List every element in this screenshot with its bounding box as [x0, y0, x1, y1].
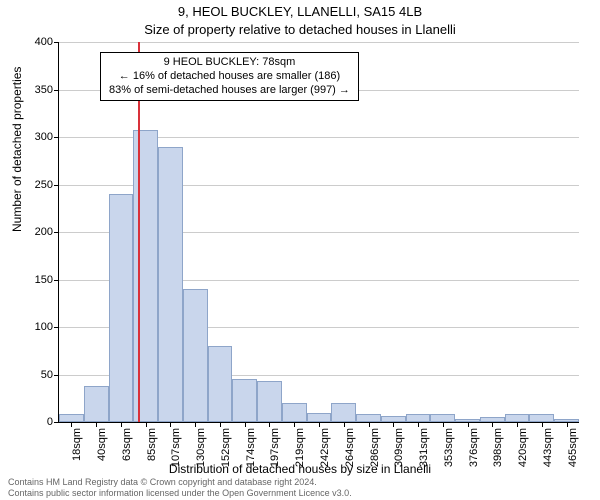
x-tick-mark: [542, 422, 543, 427]
histogram-bar: [430, 414, 455, 422]
y-tick-label: 250: [35, 179, 53, 191]
y-axis-label: Number of detached properties: [10, 67, 24, 232]
histogram-bar: [158, 147, 183, 423]
y-tick-mark: [54, 422, 59, 423]
y-tick-mark: [54, 42, 59, 43]
histogram-bar: [406, 414, 431, 422]
x-tick-mark: [567, 422, 568, 427]
x-tick-label: 18sqm: [71, 428, 83, 461]
histogram-bar: [331, 403, 356, 422]
y-tick-label: 400: [35, 36, 53, 48]
histogram-bar: [109, 194, 134, 422]
footer: Contains HM Land Registry data © Crown c…: [8, 477, 352, 498]
histogram-bar: [282, 403, 307, 422]
x-tick-mark: [319, 422, 320, 427]
annotation-box: 9 HEOL BUCKLEY: 78sqm ← 16% of detached …: [100, 52, 359, 101]
annotation-line-3: 83% of semi-detached houses are larger (…: [109, 84, 350, 98]
y-tick-label: 100: [35, 321, 53, 333]
histogram-bar: [307, 413, 332, 423]
x-axis-label: Distribution of detached houses by size …: [0, 462, 600, 476]
x-tick-mark: [492, 422, 493, 427]
histogram-bar: [183, 289, 208, 422]
histogram-bar: [232, 379, 257, 422]
x-tick-mark: [195, 422, 196, 427]
y-tick-label: 50: [41, 369, 53, 381]
y-tick-mark: [54, 327, 59, 328]
footer-line-2: Contains public sector information licen…: [8, 488, 352, 498]
histogram-bar: [133, 130, 158, 422]
x-tick-mark: [369, 422, 370, 427]
y-tick-label: 350: [35, 84, 53, 96]
y-tick-mark: [54, 137, 59, 138]
y-tick-label: 300: [35, 131, 53, 143]
x-tick-mark: [517, 422, 518, 427]
x-tick-mark: [146, 422, 147, 427]
histogram-bar: [59, 414, 84, 422]
y-tick-mark: [54, 280, 59, 281]
annotation-line-2: ← 16% of detached houses are smaller (18…: [109, 70, 350, 84]
annotation-line-1: 9 HEOL BUCKLEY: 78sqm: [109, 56, 350, 70]
footer-line-1: Contains HM Land Registry data © Crown c…: [8, 477, 352, 487]
x-tick-mark: [294, 422, 295, 427]
histogram-bar: [84, 386, 109, 422]
x-tick-mark: [443, 422, 444, 427]
gridline: [59, 42, 579, 43]
x-tick-mark: [71, 422, 72, 427]
x-tick-mark: [269, 422, 270, 427]
y-tick-mark: [54, 375, 59, 376]
histogram-bar: [208, 346, 233, 422]
chart-title-sub: Size of property relative to detached ho…: [0, 22, 600, 37]
histogram-bar: [257, 381, 282, 422]
y-tick-mark: [54, 185, 59, 186]
x-tick-mark: [245, 422, 246, 427]
chart-title-main: 9, HEOL BUCKLEY, LLANELLI, SA15 4LB: [0, 4, 600, 19]
y-tick-label: 150: [35, 274, 53, 286]
x-tick-mark: [220, 422, 221, 427]
x-tick-mark: [468, 422, 469, 427]
x-tick-mark: [393, 422, 394, 427]
x-tick-mark: [170, 422, 171, 427]
y-tick-mark: [54, 232, 59, 233]
y-tick-label: 200: [35, 226, 53, 238]
x-tick-mark: [96, 422, 97, 427]
x-tick-mark: [344, 422, 345, 427]
y-tick-mark: [54, 90, 59, 91]
histogram-bar: [356, 414, 381, 422]
x-tick-label: 85sqm: [146, 428, 158, 461]
histogram-bar: [505, 414, 530, 422]
x-tick-mark: [121, 422, 122, 427]
histogram-bar: [529, 414, 554, 422]
x-tick-label: 63sqm: [121, 428, 133, 461]
x-tick-mark: [418, 422, 419, 427]
y-tick-label: 0: [47, 416, 53, 428]
x-tick-label: 40sqm: [96, 428, 108, 461]
